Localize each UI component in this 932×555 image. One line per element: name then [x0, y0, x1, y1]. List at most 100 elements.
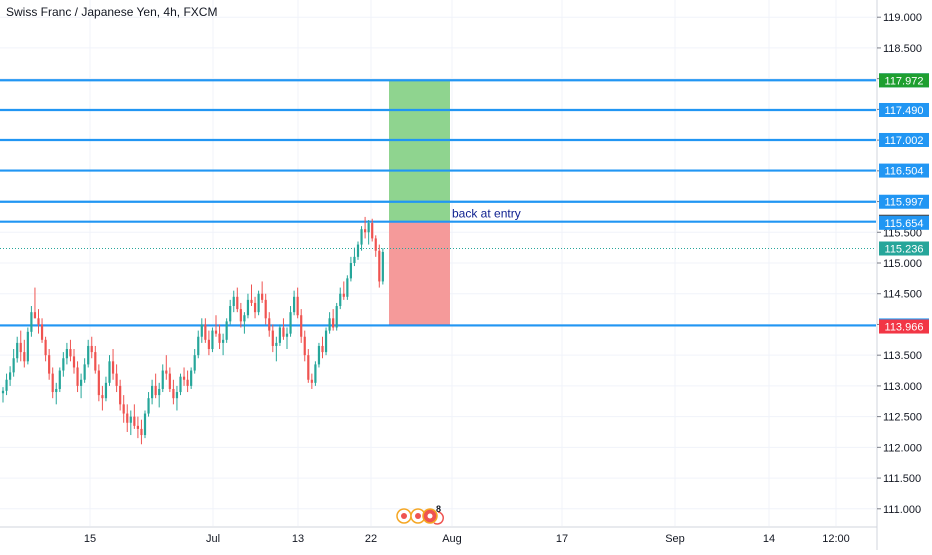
candle-body — [151, 385, 154, 399]
candle-body — [147, 398, 150, 414]
candle-body — [108, 361, 111, 383]
candle-body — [197, 336, 200, 356]
candle-body — [367, 223, 370, 233]
candle-body — [133, 416, 136, 426]
candle-body — [307, 355, 310, 380]
loss-zone[interactable] — [389, 221, 450, 326]
candle — [197, 330, 200, 359]
candle-body — [12, 358, 15, 373]
price-label: 117.490 — [879, 102, 929, 117]
candle-body — [321, 345, 324, 353]
price-label: 116.504 — [879, 163, 929, 178]
y-tick-label: 113.000 — [883, 381, 922, 393]
annotation-text[interactable]: back at entry — [452, 207, 521, 221]
candle-body — [23, 352, 26, 362]
price-label: 115.236 — [879, 241, 929, 256]
price-axis-bg — [877, 0, 932, 550]
candle-body — [1, 390, 5, 394]
candle — [218, 324, 221, 350]
candle-body — [371, 223, 374, 239]
candle — [55, 382, 58, 405]
y-tick-label: 118.500 — [883, 43, 922, 55]
candle-body — [243, 315, 246, 322]
candle-body — [122, 404, 125, 414]
candle-body — [168, 373, 171, 389]
price-label-text: 115.997 — [885, 197, 924, 209]
candle-body — [51, 373, 54, 393]
candle-body — [204, 324, 207, 340]
candle — [94, 345, 97, 374]
candle-body — [314, 364, 317, 383]
y-tick-label: 111.000 — [883, 504, 921, 516]
candle — [83, 358, 86, 383]
candle-body — [33, 312, 37, 319]
y-tick-label: 119.000 — [883, 12, 922, 24]
horizontal-levels[interactable] — [0, 79, 876, 327]
candle — [289, 306, 292, 337]
x-tick-label: Aug — [442, 533, 462, 545]
y-tick-label: 111.500 — [883, 473, 921, 485]
profit-zone[interactable] — [389, 80, 450, 222]
candle — [30, 306, 33, 337]
candle — [332, 309, 335, 331]
candle-body — [264, 299, 267, 319]
candle-body — [374, 238, 377, 251]
x-tick-label: 22 — [365, 533, 377, 545]
events-badges[interactable]: 8 — [396, 504, 444, 525]
candle — [62, 352, 65, 377]
candle — [143, 410, 147, 439]
x-tick-label: Sep — [665, 533, 685, 545]
candle — [97, 364, 100, 402]
candle-body — [186, 379, 189, 386]
candle-body — [172, 388, 175, 399]
candle — [5, 373, 8, 396]
event-flag-icon[interactable] — [410, 508, 426, 524]
candle — [37, 309, 40, 334]
candle — [69, 339, 72, 362]
candle — [314, 361, 317, 386]
candle-body — [342, 293, 345, 297]
candle — [349, 256, 352, 282]
candle — [136, 416, 139, 439]
candle-body — [229, 306, 232, 322]
price-label: 117.002 — [879, 132, 929, 147]
candle — [90, 336, 93, 359]
candle — [364, 216, 367, 239]
annotations[interactable]: back at entry — [452, 207, 521, 221]
candle-body — [200, 324, 203, 337]
candle — [119, 379, 122, 411]
candle — [72, 349, 76, 374]
candle-body — [69, 349, 72, 357]
candle-body — [278, 327, 281, 343]
candle-body — [236, 296, 239, 310]
candle-body — [356, 244, 360, 257]
y-tick-label: 113.500 — [883, 350, 922, 362]
candle-body — [80, 379, 83, 386]
candle — [126, 404, 129, 432]
candle — [342, 281, 345, 300]
event-flag-icon[interactable] — [422, 508, 438, 524]
y-tick-label: 112.000 — [883, 442, 922, 454]
candle — [225, 318, 228, 343]
candle-body — [19, 342, 22, 353]
price-label-bg — [879, 194, 929, 209]
candle — [101, 385, 104, 411]
candle-body — [30, 312, 33, 332]
event-flag-icon[interactable] — [433, 511, 444, 525]
candle — [253, 296, 257, 319]
candle — [243, 312, 246, 334]
candle-body — [303, 336, 306, 356]
candle-body — [175, 392, 179, 399]
candle-body — [5, 379, 8, 391]
price-label-text: 117.002 — [885, 135, 924, 147]
long-position-tool[interactable] — [389, 80, 450, 327]
candle-body — [317, 345, 321, 365]
candle — [129, 410, 132, 436]
event-flag-icon[interactable] — [396, 508, 412, 524]
candle — [186, 370, 189, 393]
candle-body — [97, 370, 100, 396]
candle — [16, 336, 19, 363]
